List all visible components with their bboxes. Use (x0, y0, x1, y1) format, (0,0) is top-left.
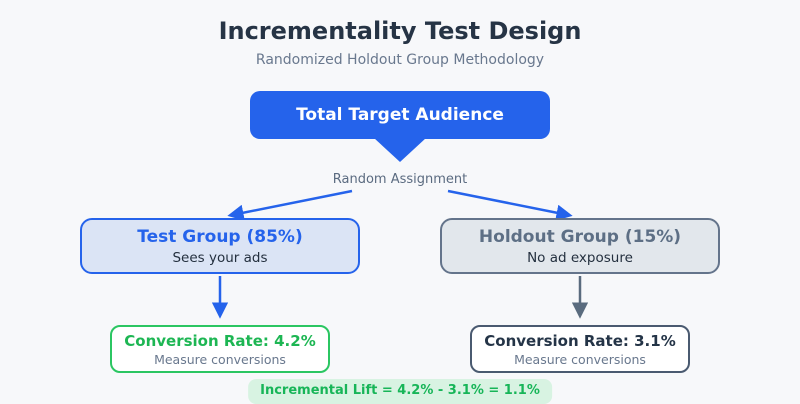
root-pointer-triangle (374, 138, 426, 162)
test-conversion-note: Measure conversions (154, 351, 286, 367)
page-title: Incrementality Test Design (218, 17, 582, 45)
random-assignment-label: Random Assignment (332, 172, 468, 187)
holdout-conversion-node: Conversion Rate: 3.1% Measure conversion… (470, 325, 690, 373)
holdout-group-subtitle: No ad exposure (527, 249, 633, 266)
total-audience-label: Total Target Audience (296, 105, 504, 125)
test-conversion-node: Conversion Rate: 4.2% Measure conversion… (110, 325, 330, 373)
test-conversion-rate: Conversion Rate: 4.2% (124, 331, 316, 350)
page-subtitle: Randomized Holdout Group Methodology (255, 52, 545, 68)
total-audience-node: Total Target Audience (250, 91, 550, 139)
incremental-lift-result: Incremental Lift = 4.2% - 3.1% = 1.1% (248, 379, 552, 404)
arrow-root-to-holdout-group (447, 189, 573, 221)
test-group-title: Test Group (85%) (137, 226, 303, 247)
holdout-group-title: Holdout Group (15%) (478, 226, 682, 247)
holdout-conversion-note: Measure conversions (514, 351, 646, 367)
holdout-conversion-rate: Conversion Rate: 3.1% (484, 331, 676, 350)
test-group-node: Test Group (85%) Sees your ads (80, 218, 360, 274)
holdout-group-node: Holdout Group (15%) No ad exposure (440, 218, 720, 274)
arrow-root-to-test-group (227, 189, 353, 221)
test-group-subtitle: Sees your ads (172, 249, 268, 266)
